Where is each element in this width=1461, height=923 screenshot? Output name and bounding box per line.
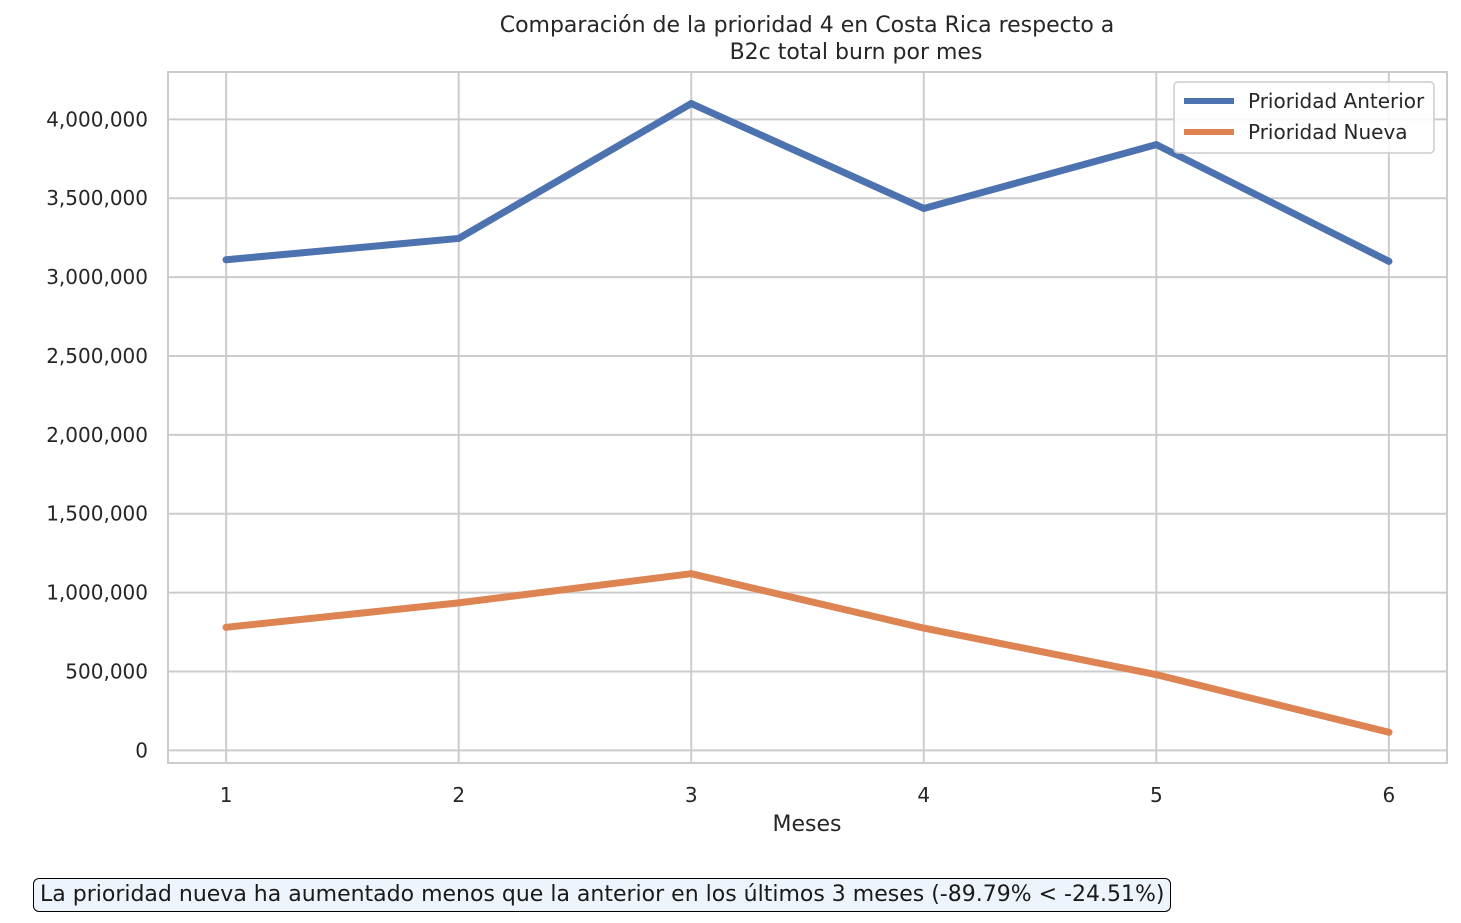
y-tick-label: 500,000 (65, 659, 148, 683)
data-point (1385, 728, 1393, 736)
y-tick-label: 1,500,000 (46, 502, 148, 526)
x-tick-label: 3 (685, 783, 698, 807)
x-tick-label: 2 (452, 783, 465, 807)
data-point (222, 623, 230, 631)
tick-labels: 0 500,000 1,000,000 1,500,000 2,000,000 2,500… (46, 107, 1395, 807)
chart-title-line-2: B2c total burn por mes (730, 40, 983, 65)
data-point (455, 234, 463, 242)
annotation-box: La prioridad nueva ha aumentado menos qu… (33, 878, 1172, 912)
data-point (920, 204, 928, 212)
data-point (1385, 257, 1393, 265)
y-tick-label: 2,000,000 (46, 423, 148, 447)
x-tick-label: 4 (917, 783, 930, 807)
annotation-text: La prioridad nueva ha aumentado menos qu… (40, 882, 1165, 907)
series-line-anterior (222, 100, 1393, 265)
data-point (455, 599, 463, 607)
legend-label-anterior: Prioridad Anterior (1248, 89, 1425, 113)
data-point (1152, 671, 1160, 679)
data-point (222, 256, 230, 264)
y-tick-label: 3,500,000 (46, 186, 148, 210)
gridlines (168, 72, 1447, 763)
data-point (1152, 141, 1160, 149)
y-tick-label: 0 (135, 738, 148, 762)
x-tick-label: 6 (1382, 783, 1395, 807)
y-tick-label: 3,000,000 (46, 265, 148, 289)
legend-frame (1173, 81, 1435, 154)
chart-title-line-1: Comparación de la prioridad 4 en Costa R… (500, 13, 1115, 38)
series-lines (222, 100, 1393, 736)
series-line-nueva (222, 570, 1393, 736)
x-axis-label: Meses (773, 812, 842, 837)
legend-label-nueva: Prioridad Nueva (1248, 120, 1408, 144)
x-tick-label: 1 (220, 783, 233, 807)
data-point (687, 100, 695, 108)
legend: Prioridad Anterior Prioridad Nueva (1173, 81, 1435, 154)
x-tick-label: 5 (1150, 783, 1163, 807)
y-tick-label: 1,000,000 (46, 581, 148, 605)
data-point (920, 624, 928, 632)
y-tick-label: 4,000,000 (46, 107, 148, 131)
y-tick-label: 2,500,000 (46, 344, 148, 368)
data-point (687, 570, 695, 578)
plot-area (167, 71, 1448, 764)
